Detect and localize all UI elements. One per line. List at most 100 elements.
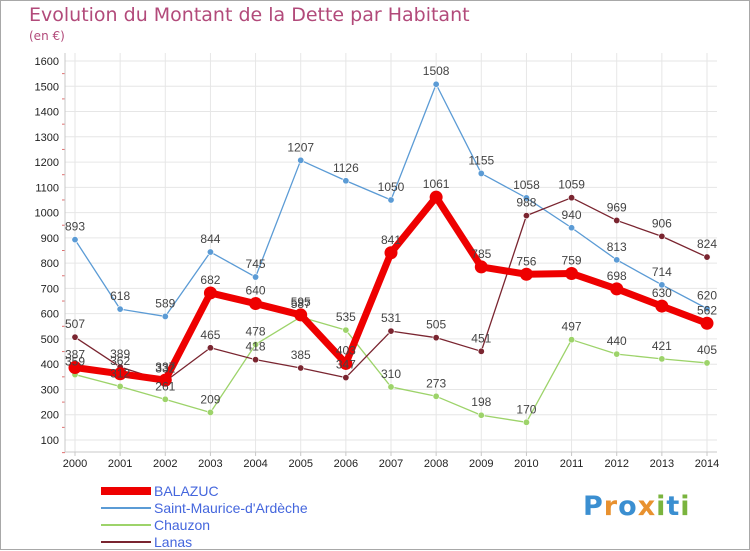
point-saint-maurice-d-ard-che xyxy=(432,80,440,88)
data-label-chauzon: 209 xyxy=(200,392,220,406)
x-tick-label: 2013 xyxy=(650,458,674,470)
y-tick-label: 1000 xyxy=(35,208,59,220)
y-tick-label: 600 xyxy=(41,309,59,321)
data-labels: 893 618 589 844 745 1207 1126 1050 1508 1155 1058 9… xyxy=(65,64,717,416)
point-chauzon xyxy=(387,383,395,391)
point-chauzon xyxy=(342,326,350,334)
point-chauzon xyxy=(206,408,214,416)
data-label-saint-maurice-d-ard-che: 1155 xyxy=(468,153,494,167)
point-saint-maurice-d-ard-che xyxy=(658,281,666,289)
point-chauzon xyxy=(703,359,711,367)
data-label-saint-maurice-d-ard-che: 589 xyxy=(155,296,175,310)
data-label-balazuc: 403 xyxy=(336,343,356,357)
data-label-saint-maurice-d-ard-che: 745 xyxy=(246,257,266,271)
point-balazuc xyxy=(474,260,488,274)
point-lanas xyxy=(568,194,576,202)
point-lanas xyxy=(432,334,440,342)
point-balazuc xyxy=(158,373,172,387)
point-saint-maurice-d-ard-che xyxy=(522,194,530,202)
x-tick-label: 2014 xyxy=(695,458,719,470)
point-chauzon xyxy=(568,336,576,344)
x-tick-label: 2009 xyxy=(469,458,493,470)
point-balazuc xyxy=(249,297,263,311)
point-chauzon xyxy=(432,392,440,400)
x-tick-label: 2010 xyxy=(514,458,538,470)
data-label-saint-maurice-d-ard-che: 844 xyxy=(200,232,220,246)
data-label-chauzon: 359 xyxy=(65,355,85,369)
y-tick-label: 400 xyxy=(41,359,59,371)
point-lanas xyxy=(522,212,530,220)
chart-subtitle: (en €) xyxy=(29,29,65,43)
data-label-balazuc: 1061 xyxy=(423,177,450,191)
point-chauzon xyxy=(477,411,485,419)
data-label-lanas: 507 xyxy=(65,317,85,331)
data-label-lanas: 418 xyxy=(246,340,266,354)
data-label-lanas: 505 xyxy=(426,318,446,332)
x-tick-label: 2008 xyxy=(424,458,448,470)
data-label-saint-maurice-d-ard-che: 940 xyxy=(562,208,582,222)
legend-label: Saint-Maurice-d'Ardèche xyxy=(154,500,308,516)
legend-label: BALAZUC xyxy=(154,483,219,499)
proxiti-logo: Proxiti xyxy=(583,491,691,522)
data-label-balazuc: 698 xyxy=(607,269,627,283)
x-tick-label: 2003 xyxy=(198,458,222,470)
point-saint-maurice-d-ard-che xyxy=(116,305,124,313)
y-tick-label: 900 xyxy=(41,233,59,245)
point-lanas xyxy=(477,347,485,355)
y-tick-label: 1100 xyxy=(35,182,59,194)
data-label-saint-maurice-d-ard-che: 813 xyxy=(607,240,627,254)
data-label-lanas: 389 xyxy=(110,347,130,361)
data-label-balazuc: 841 xyxy=(381,233,401,247)
point-lanas xyxy=(71,333,79,341)
x-tick-label: 2005 xyxy=(288,458,312,470)
series-lines xyxy=(68,80,714,426)
point-saint-maurice-d-ard-che xyxy=(252,273,260,281)
data-label-chauzon: 535 xyxy=(336,310,356,324)
y-tick-label: 1500 xyxy=(35,81,59,93)
data-label-chauzon: 198 xyxy=(471,395,491,409)
data-label-balazuc: 562 xyxy=(697,303,717,317)
data-label-chauzon: 310 xyxy=(381,367,401,381)
point-lanas xyxy=(342,374,350,382)
x-tick-label: 2000 xyxy=(63,458,87,470)
point-lanas xyxy=(703,253,711,261)
data-label-balazuc: 759 xyxy=(562,253,582,267)
data-label-lanas: 347 xyxy=(336,358,356,372)
data-label-lanas: 988 xyxy=(516,196,536,210)
point-balazuc xyxy=(339,356,353,370)
point-balazuc xyxy=(655,299,669,313)
data-label-balazuc: 337 xyxy=(155,360,175,374)
legend-label: Lanas xyxy=(154,534,193,550)
point-balazuc xyxy=(68,360,82,374)
point-chauzon xyxy=(116,382,124,390)
point-balazuc xyxy=(294,308,308,322)
data-label-saint-maurice-d-ard-che: 893 xyxy=(65,220,85,234)
point-chauzon xyxy=(161,395,169,403)
x-tick-label: 2002 xyxy=(153,458,177,470)
point-balazuc xyxy=(384,246,398,260)
data-label-saint-maurice-d-ard-che: 1126 xyxy=(333,161,359,175)
data-label-balazuc: 630 xyxy=(652,286,672,300)
point-saint-maurice-d-ard-che xyxy=(71,236,79,244)
data-label-lanas: 906 xyxy=(652,216,672,230)
point-saint-maurice-d-ard-che xyxy=(387,196,395,204)
point-saint-maurice-d-ard-che xyxy=(568,224,576,232)
point-lanas xyxy=(252,356,260,364)
data-label-saint-maurice-d-ard-che: 1050 xyxy=(378,180,405,194)
point-saint-maurice-d-ard-che xyxy=(477,169,485,177)
data-label-chauzon: 478 xyxy=(246,324,266,338)
data-label-chauzon: 170 xyxy=(516,402,536,416)
x-tick-label: 2004 xyxy=(243,458,267,470)
legend-swatch xyxy=(101,524,151,526)
y-tick-label: 1400 xyxy=(35,107,59,119)
point-balazuc xyxy=(610,282,624,296)
data-label-balazuc: 682 xyxy=(200,273,220,287)
data-label-chauzon: 587 xyxy=(291,297,311,311)
data-label-chauzon: 440 xyxy=(607,334,627,348)
point-saint-maurice-d-ard-che xyxy=(297,156,305,164)
data-label-lanas: 385 xyxy=(291,348,311,362)
data-label-saint-maurice-d-ard-che: 620 xyxy=(697,289,717,303)
data-label-lanas: 451 xyxy=(471,331,491,345)
